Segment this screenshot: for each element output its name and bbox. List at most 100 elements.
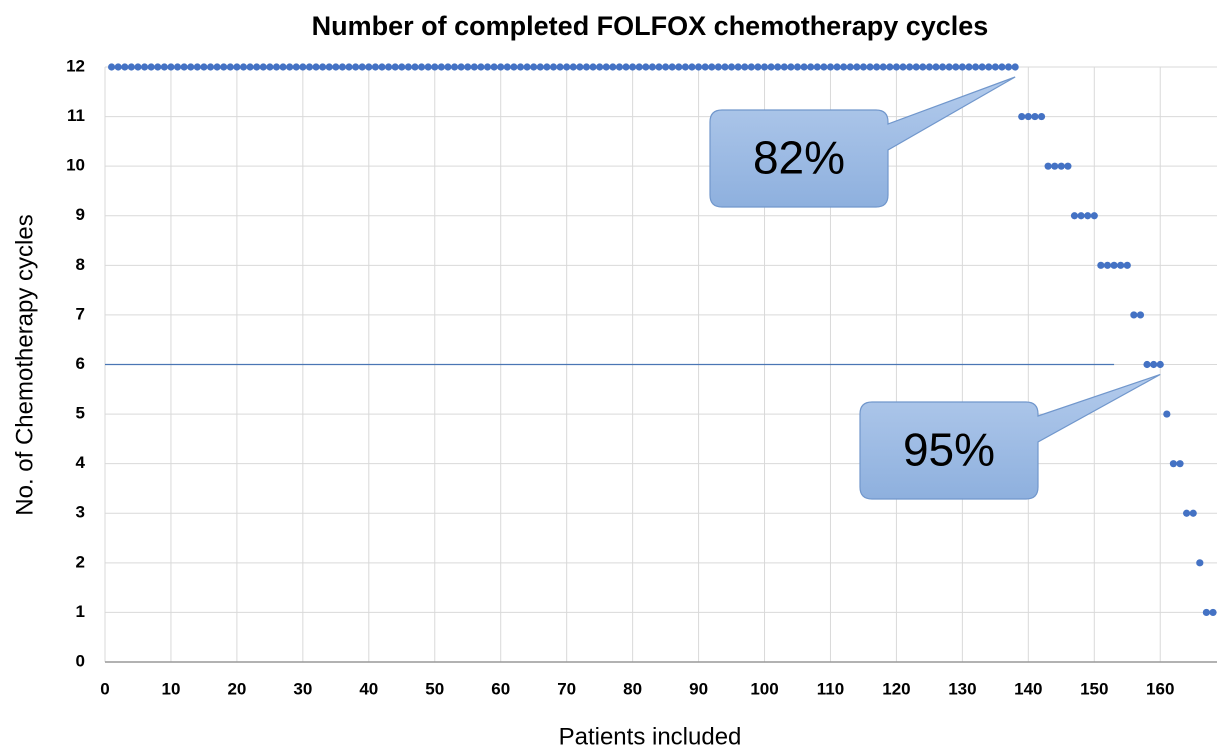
point	[1004, 63, 1013, 71]
point	[1110, 261, 1118, 269]
point	[246, 63, 254, 71]
point	[866, 63, 874, 71]
point	[1169, 460, 1178, 468]
x-tick-label: 140	[1014, 679, 1042, 698]
point	[220, 63, 228, 71]
point	[292, 63, 300, 71]
point	[114, 63, 122, 71]
y-tick-label: 8	[76, 255, 85, 274]
point	[305, 63, 314, 71]
point	[602, 63, 610, 71]
point	[925, 63, 934, 71]
point	[813, 63, 821, 71]
point	[378, 63, 386, 71]
point	[952, 63, 960, 71]
point	[536, 63, 544, 71]
x-axis-label: Patients included	[559, 723, 742, 750]
point	[971, 63, 980, 71]
y-tick-label: 5	[76, 404, 85, 423]
point	[655, 63, 663, 71]
point	[708, 63, 716, 71]
point	[556, 63, 564, 71]
point	[1011, 63, 1019, 71]
point	[253, 63, 261, 71]
y-tick-label: 6	[76, 354, 85, 373]
point	[187, 63, 195, 71]
callout-text: 95%	[903, 424, 995, 476]
x-tick-label: 30	[293, 679, 312, 698]
point	[615, 63, 624, 71]
point	[938, 63, 947, 71]
point	[734, 63, 742, 71]
x-tick-label: 0	[100, 679, 109, 698]
point	[1136, 311, 1145, 319]
point	[886, 63, 894, 71]
point	[358, 63, 366, 71]
y-tick-label: 1	[76, 602, 85, 621]
point	[259, 63, 267, 71]
point	[945, 63, 953, 71]
point	[1117, 261, 1125, 269]
point	[1031, 112, 1039, 121]
point	[747, 63, 755, 71]
y-axis-label: No. of Chemotherapy cycles	[11, 214, 38, 515]
point	[879, 63, 887, 71]
point	[1084, 212, 1092, 220]
point	[701, 63, 709, 71]
point	[978, 63, 986, 71]
point	[345, 63, 353, 71]
point	[417, 63, 426, 71]
point	[569, 63, 577, 71]
point	[477, 63, 485, 71]
point	[233, 63, 241, 71]
point	[431, 63, 439, 71]
point	[437, 63, 445, 71]
point	[892, 63, 901, 71]
point	[873, 63, 881, 71]
point	[741, 63, 749, 71]
point	[1097, 261, 1105, 269]
point	[965, 63, 973, 71]
point	[1123, 261, 1131, 269]
y-tick-label: 11	[67, 106, 85, 125]
x-tick-label: 110	[817, 679, 844, 698]
point	[239, 63, 248, 71]
point	[365, 63, 373, 71]
point	[1202, 608, 1211, 617]
point	[371, 63, 380, 71]
x-tick-label: 10	[161, 679, 180, 698]
callout	[859, 373, 1161, 500]
point	[226, 63, 234, 71]
x-tick-label: 20	[227, 679, 246, 698]
x-tick-label: 160	[1146, 679, 1174, 698]
point	[622, 63, 630, 71]
point	[180, 63, 188, 71]
point	[596, 63, 604, 71]
point	[1018, 112, 1026, 121]
point	[576, 63, 584, 71]
point	[589, 63, 597, 71]
point	[635, 63, 643, 71]
point	[853, 63, 861, 71]
point	[1209, 608, 1217, 617]
point	[325, 63, 333, 71]
point	[549, 63, 558, 71]
point	[424, 63, 432, 71]
point	[398, 63, 406, 71]
point	[754, 63, 762, 71]
y-tick-label: 12	[66, 56, 85, 75]
point	[760, 63, 769, 71]
point	[1070, 212, 1079, 220]
point	[774, 63, 782, 71]
point	[985, 63, 993, 71]
point	[464, 63, 472, 71]
point	[694, 63, 703, 71]
point	[352, 63, 360, 71]
point	[332, 63, 340, 71]
x-tick-label: 150	[1080, 679, 1108, 698]
point	[530, 63, 538, 71]
point	[642, 63, 650, 71]
point	[483, 63, 492, 71]
point	[299, 63, 307, 71]
x-tick-label: 90	[689, 679, 708, 698]
